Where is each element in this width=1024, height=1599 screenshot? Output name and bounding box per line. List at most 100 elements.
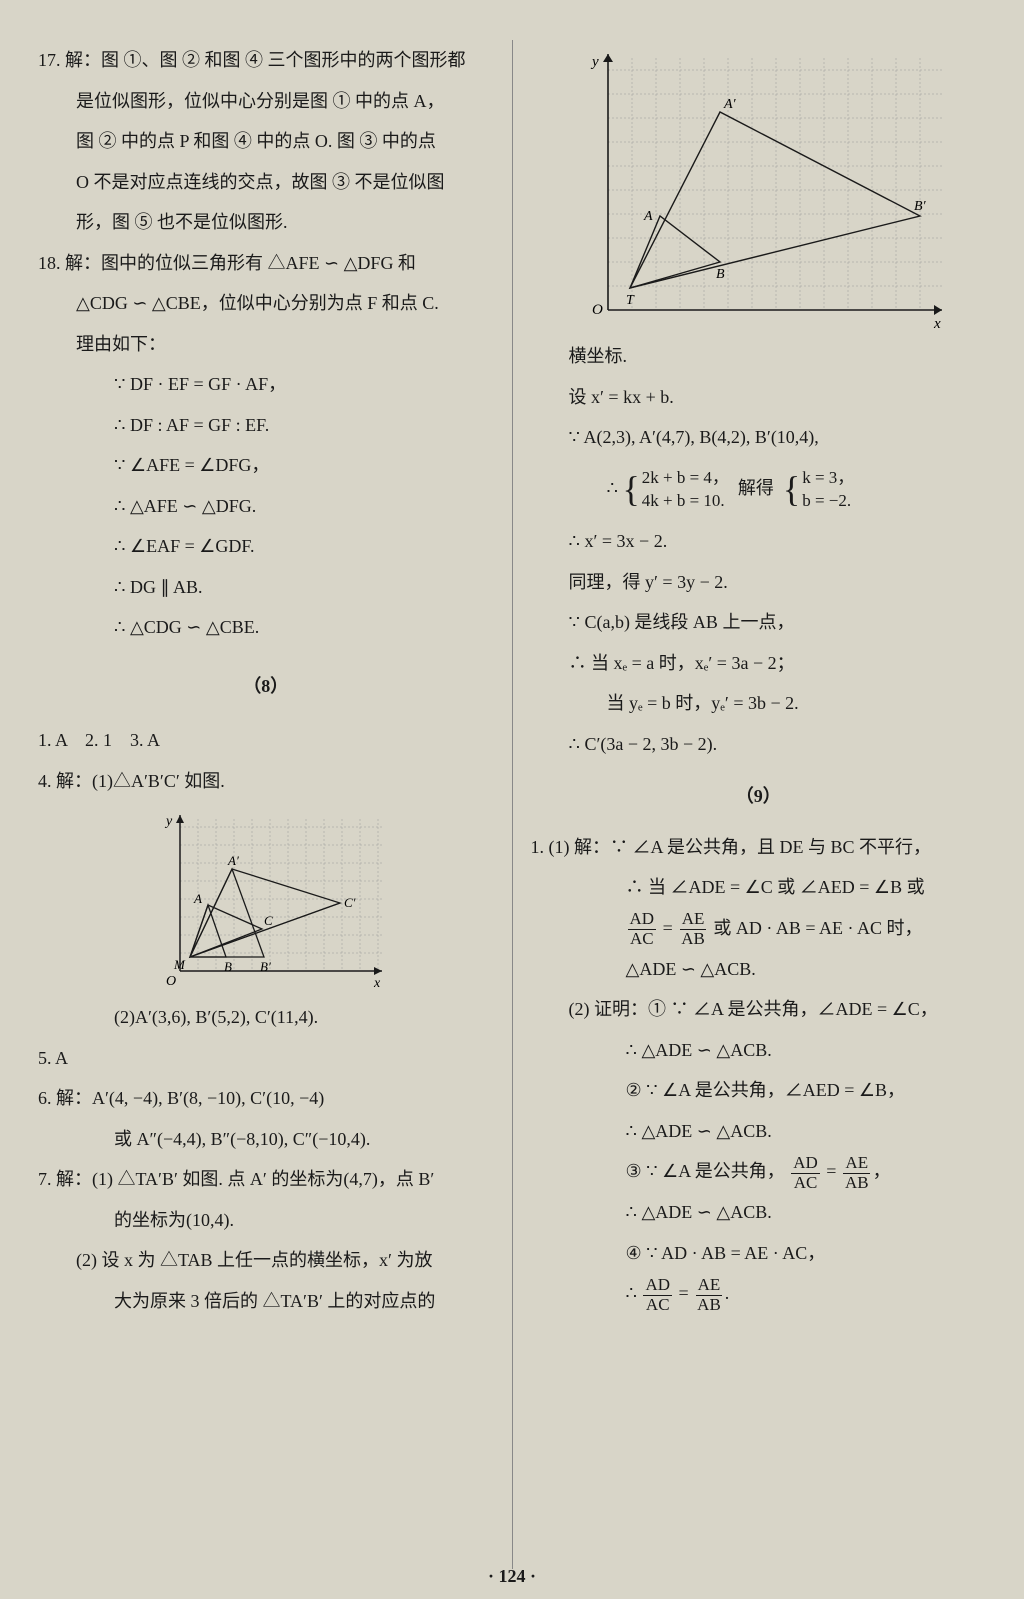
q1-2e-pre: ③ ∵ ∠A 是公共角， xyxy=(626,1161,785,1181)
q1-2h-pre: ∴ xyxy=(626,1283,642,1303)
graph-2: Ox y T A B A′ B′ xyxy=(568,48,948,328)
p18-step-1: ∴ DF : AF = GF : EF. xyxy=(38,405,494,446)
svg-text:M: M xyxy=(173,957,186,972)
svg-text:B′: B′ xyxy=(260,959,271,974)
cont7: ∴ 当 xₑ = a 时，xₑ′ = 3a − 2； xyxy=(531,643,987,684)
page-number: · 124 · xyxy=(0,1566,1024,1587)
left-column: 17. 解：图 ①、图 ② 和图 ④ 三个图形中的两个图形都 是位似图形，位似中… xyxy=(20,40,513,1569)
svg-text:x: x xyxy=(933,316,941,328)
den: AC xyxy=(644,1296,672,1315)
q6a: 6. 解：A′(4, −4), B′(8, −10), C′(10, −4) xyxy=(38,1078,494,1119)
svg-text:T: T xyxy=(626,293,635,308)
num: AE xyxy=(843,1154,870,1174)
svg-text:A′: A′ xyxy=(227,853,239,868)
svg-text:y: y xyxy=(164,814,173,829)
graph-1-wrap: Ox y A B C M A′ B′ C′ xyxy=(38,809,494,989)
q1-2: (2) 证明：① ∵ ∠A 是公共角，∠ADE = ∠C， xyxy=(531,989,987,1030)
num: AE xyxy=(680,910,707,930)
num: AD xyxy=(628,910,657,930)
den: AB xyxy=(695,1296,723,1315)
svg-text:A: A xyxy=(643,209,653,224)
svg-text:y: y xyxy=(590,54,599,70)
graph-2-wrap: Ox y T A B A′ B′ xyxy=(531,48,987,328)
svg-text:B: B xyxy=(716,267,725,282)
q1-2g: ④ ∵ AD · AB = AE · AC， xyxy=(531,1233,987,1274)
den: AC xyxy=(792,1174,820,1193)
num: AD xyxy=(643,1276,672,1296)
den: AC xyxy=(628,930,656,949)
frac-ae-ab-3: AEAB xyxy=(693,1276,725,1314)
p18-intro3: 理由如下： xyxy=(38,324,494,365)
q1-2e: ③ ∵ ∠A 是公共角， ADAC = AEAB， xyxy=(531,1151,987,1192)
frac-ad-ac-2: ADAC xyxy=(789,1154,822,1192)
cont2: 设 x′ = kx + b. xyxy=(531,377,987,418)
p17-line-3: O 不是对应点连线的交点，故图 ③ 不是位似图 xyxy=(38,162,494,203)
q4-label: 4. 解：(1)△A′B′C′ 如图. xyxy=(38,761,494,802)
right-column: OxyTABA′B′ 横坐标. 设 x′ = kx + b. ∵ A(2,3),… xyxy=(513,40,1005,1569)
q1to3: 1. A 2. 1 3. A xyxy=(38,720,494,761)
q1-1c: ADAC = AEAB 或 AD · AB = AE · AC 时， xyxy=(531,908,987,949)
eqg-l0: 2k + b = 4， xyxy=(642,466,729,490)
cont3: ∵ A(2,3), A′(4,7), B(4,2), B′(10,4), xyxy=(531,417,987,458)
p18-step-0: ∵ DF · EF = GF · AF， xyxy=(38,364,494,405)
q7b: 的坐标为(10,4). xyxy=(38,1200,494,1241)
cont4: ∴ x′ = 3x − 2. xyxy=(531,521,987,562)
frac-ad-ac-3: ADAC xyxy=(641,1276,674,1314)
eqg-r0: k = 3， xyxy=(802,466,854,490)
num: AE xyxy=(696,1276,723,1296)
den: AB xyxy=(679,930,707,949)
den: AB xyxy=(843,1174,871,1193)
p18-step-6: ∴ △CDG ∽ △CBE. xyxy=(38,607,494,648)
q1-1b: ∴ 当 ∠ADE = ∠C 或 ∠AED = ∠B 或 xyxy=(531,867,987,908)
svg-text:B′: B′ xyxy=(914,199,927,214)
cont8: 当 yₑ = b 时，yₑ′ = 3b − 2. xyxy=(531,683,987,724)
eqg-l1: 4k + b = 10. xyxy=(642,489,729,513)
q1-1c-post: 或 AD · AB = AE · AC 时， xyxy=(713,918,922,938)
q1-2d: ∴ △ADE ∽ △ACB. xyxy=(531,1111,987,1152)
p17-label: 17. xyxy=(38,50,61,70)
p18-label: 18. xyxy=(38,253,61,273)
p18-step-5: ∴ DG ∥ AB. xyxy=(38,567,494,608)
equation-group: ∴ {2k + b = 4，4k + b = 10. 解得 {k = 3，b =… xyxy=(531,458,987,522)
svg-text:B: B xyxy=(224,959,232,974)
p17-line-1: 是位似图形，位似中心分别是图 ① 中的点 A， xyxy=(38,81,494,122)
num: AD xyxy=(791,1154,820,1174)
svg-text:O: O xyxy=(592,302,603,318)
eqg-r1: b = −2. xyxy=(802,489,854,513)
q4b: (2)A′(3,6), B′(5,2), C′(11,4). xyxy=(38,997,494,1038)
p17-line-4: 形，图 ⑤ 也不是位似图形. xyxy=(38,202,494,243)
p18-step-3: ∴ △AFE ∽ △DFG. xyxy=(38,486,494,527)
svg-text:C: C xyxy=(264,913,273,928)
frac-ad-ac-1: ADAC xyxy=(626,910,659,948)
cont9: ∴ C′(3a − 2, 3b − 2). xyxy=(531,724,987,765)
cont1: 横坐标. xyxy=(531,336,987,377)
p18-step-2: ∵ ∠AFE = ∠DFG， xyxy=(38,445,494,486)
q7d: 大为原来 3 倍后的 △TA′B′ 上的对应点的 xyxy=(38,1281,494,1322)
q1-1d: △ADE ∽ △ACB. xyxy=(531,949,987,990)
section-8-heading: （8） xyxy=(38,666,494,707)
svg-text:x: x xyxy=(373,976,381,989)
p18-line-0: 18. 解：图中的位似三角形有 △AFE ∽ △DFG 和 xyxy=(38,243,494,284)
svg-text:A′: A′ xyxy=(723,97,737,112)
p18-step-4: ∴ ∠EAF = ∠GDF. xyxy=(38,526,494,567)
frac-ae-ab-1: AEAB xyxy=(677,910,709,948)
svg-text:O: O xyxy=(166,974,176,989)
q1-1a: 1. (1) 解：∵ ∠A 是公共角，且 DE 与 BC 不平行， xyxy=(531,827,987,868)
p17-line-0: 17. 解：图 ①、图 ② 和图 ④ 三个图形中的两个图形都 xyxy=(38,40,494,81)
q7a: 7. 解：(1) △TA′B′ 如图. 点 A′ 的坐标为(4,7)，点 B′ xyxy=(38,1159,494,1200)
q1-2f: ∴ △ADE ∽ △ACB. xyxy=(531,1192,987,1233)
p18-intro2: △CDG ∽ △CBE，位似中心分别为点 F 和点 C. xyxy=(38,283,494,324)
p18-intro1: 解：图中的位似三角形有 △AFE ∽ △DFG 和 xyxy=(65,253,416,273)
svg-text:C′: C′ xyxy=(344,895,356,910)
cont6: ∵ C(a,b) 是线段 AB 上一点， xyxy=(531,602,987,643)
cont5: 同理，得 y′ = 3y − 2. xyxy=(531,562,987,603)
p17-text-0: 解：图 ①、图 ② 和图 ④ 三个图形中的两个图形都 xyxy=(65,50,466,70)
q1-2h: ∴ ADAC = AEAB. xyxy=(531,1273,987,1314)
svg-text:A: A xyxy=(193,891,202,906)
eqg-mid: 解得 xyxy=(738,477,774,497)
q6b: 或 A″(−4,4), B″(−8,10), C″(−10,4). xyxy=(38,1119,494,1160)
q1-2b: ∴ △ADE ∽ △ACB. xyxy=(531,1030,987,1071)
q5: 5. A xyxy=(38,1038,494,1079)
section-9-heading: （9） xyxy=(531,776,987,817)
q1-2c: ② ∵ ∠A 是公共角，∠AED = ∠B， xyxy=(531,1070,987,1111)
